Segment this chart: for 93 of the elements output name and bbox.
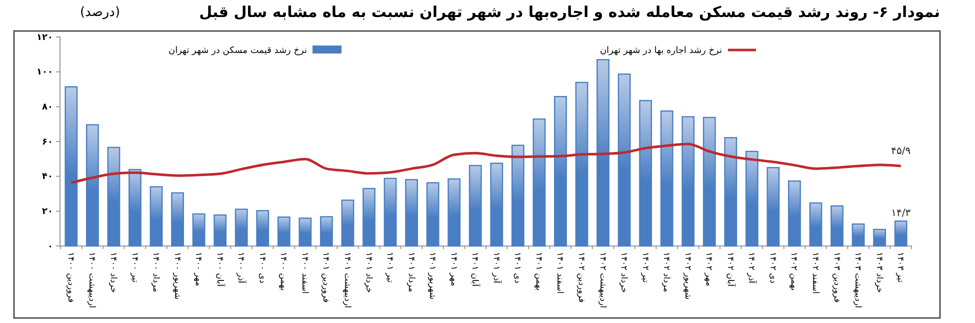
bar	[192, 213, 206, 247]
bar	[107, 146, 120, 247]
bar	[64, 86, 78, 247]
bar	[532, 118, 546, 247]
bar	[426, 182, 440, 247]
bar	[214, 214, 227, 247]
x-tick-label: مهر ۱۴۰۱	[448, 252, 458, 286]
bar	[86, 124, 99, 247]
x-tick-label: آبان ۱۴۰۱	[470, 252, 481, 288]
x-tick-label: شهریور ۱۴۰۱	[427, 252, 438, 300]
x-tick-label: مرداد ۱۴۰۲	[661, 252, 672, 292]
y-tick-label: ۴۰	[42, 172, 53, 182]
x-tick-label: تیر ۱۴۰۳	[895, 252, 906, 284]
bar	[277, 216, 290, 247]
y-tick-label: ۶۰	[42, 137, 53, 148]
bar	[256, 210, 270, 247]
legend-label: نرخ رشد اجاره بها در شهر تهران	[600, 46, 722, 56]
x-tick-label: آذر ۱۴۰۱	[490, 252, 502, 284]
bar	[830, 205, 844, 247]
x-tick-label: دی ۱۴۰۱	[512, 252, 522, 284]
bar	[468, 164, 482, 247]
bar	[128, 168, 142, 247]
x-tick-label: آبان ۱۴۰۲	[724, 252, 736, 288]
y-tick-label: ۸۰	[42, 102, 53, 113]
x-tick-label: فروردین ۱۴۰۰	[65, 252, 76, 303]
x-tick-label: دی ۱۴۰۰	[256, 252, 267, 284]
bar	[724, 137, 738, 247]
x-tick-label: بهمن ۱۴۰۲	[788, 252, 799, 291]
data-label: ۱۴/۳	[891, 208, 912, 220]
x-tick-label: شهریور ۱۴۰۰	[172, 252, 182, 300]
bar	[362, 188, 376, 247]
legend-label: نرخ رشد قیمت مسکن در شهر تهران	[168, 46, 307, 56]
data-label: ۴۵/۹	[891, 146, 911, 158]
x-tick-label: فروردین ۱۴۰۳	[831, 252, 842, 303]
x-tick-label: اردیبهشت ۱۴۰۲	[597, 252, 608, 308]
x-tick-label: تیر ۱۴۰۱	[384, 252, 395, 284]
x-tick-label: بهمن ۱۴۰۰	[278, 252, 288, 291]
x-tick-label: شهریور ۱۴۰۲	[682, 252, 692, 300]
y-tick-label: ۱۰۰	[36, 68, 53, 78]
x-tick-label: خرداد ۱۴۰۰	[108, 252, 118, 293]
x-tick-label: فروردین ۱۴۰۲	[576, 252, 586, 303]
y-tick-label: ۲۰	[42, 207, 53, 218]
bar	[852, 223, 865, 247]
x-tick-label: اردیبهشت ۱۴۰۳	[852, 252, 863, 308]
x-tick-label: خرداد ۱۴۰۲	[618, 252, 629, 293]
x-tick-label: مرداد ۱۴۰۱	[406, 252, 416, 292]
bar	[809, 202, 822, 247]
bar	[575, 82, 588, 247]
bar	[511, 144, 524, 247]
bar	[150, 186, 163, 247]
bar	[873, 228, 886, 247]
x-tick-label: اردیبهشت ۱۴۰۱	[342, 252, 352, 308]
x-tick-label: آذر ۱۴۰۰	[236, 252, 247, 284]
bar	[384, 178, 397, 247]
x-tick-label: مهر ۱۴۰۲	[704, 252, 714, 286]
x-tick-label: اسفند ۱۴۰۰	[299, 252, 310, 294]
bar	[618, 74, 631, 247]
y-tick-label: ۰	[48, 242, 53, 252]
bar	[234, 208, 248, 247]
x-tick-label: بهمن ۱۴۰۱	[533, 252, 544, 291]
bar	[788, 180, 801, 247]
chart-title: نمودار ۶- روند رشد قیمت مسکن معامله شده و اجاره‌بها در شهر تهران نسبت به ماه مشابه سال قبل	[199, 3, 940, 21]
x-tick-label: تیر ۱۴۰۲	[640, 252, 650, 284]
x-tick-label: اسفند ۱۴۰۱	[554, 252, 565, 294]
bar	[745, 150, 758, 247]
bar	[639, 100, 652, 247]
bar	[766, 167, 780, 247]
x-tick-label: مهر ۱۴۰۰	[193, 252, 204, 286]
x-tick-label: خرداد ۱۴۰۳	[874, 252, 884, 293]
x-tick-label: فروردین ۱۴۰۱	[320, 252, 331, 303]
bar	[298, 218, 312, 247]
bar	[448, 178, 461, 247]
x-tick-label: خرداد ۱۴۰۱	[363, 252, 374, 293]
bar	[341, 200, 354, 247]
x-tick-label: تیر ۱۴۰۰	[129, 252, 140, 284]
x-tick-label: دی ۱۴۰۲	[767, 252, 778, 284]
bar	[490, 162, 504, 247]
x-tick-label: آذر ۱۴۰۲	[746, 252, 758, 284]
bar	[682, 116, 695, 247]
bar	[596, 59, 610, 247]
x-tick-label: اسفند ۱۴۰۲	[810, 252, 820, 294]
y-tick-label: ۱۲۰	[36, 32, 53, 43]
x-tick-label: اردیبهشت ۱۴۰۰	[86, 252, 97, 308]
x-tick-label: مرداد ۱۴۰۰	[150, 252, 161, 292]
x-tick-label: آبان ۱۴۰۰	[214, 252, 226, 288]
bar	[320, 216, 333, 247]
bar	[171, 192, 184, 247]
bar	[894, 220, 908, 247]
bar	[660, 110, 674, 247]
bar	[405, 179, 418, 247]
y-axis-title: (درصد)	[80, 5, 120, 20]
bar	[702, 116, 716, 247]
bar	[554, 96, 567, 247]
